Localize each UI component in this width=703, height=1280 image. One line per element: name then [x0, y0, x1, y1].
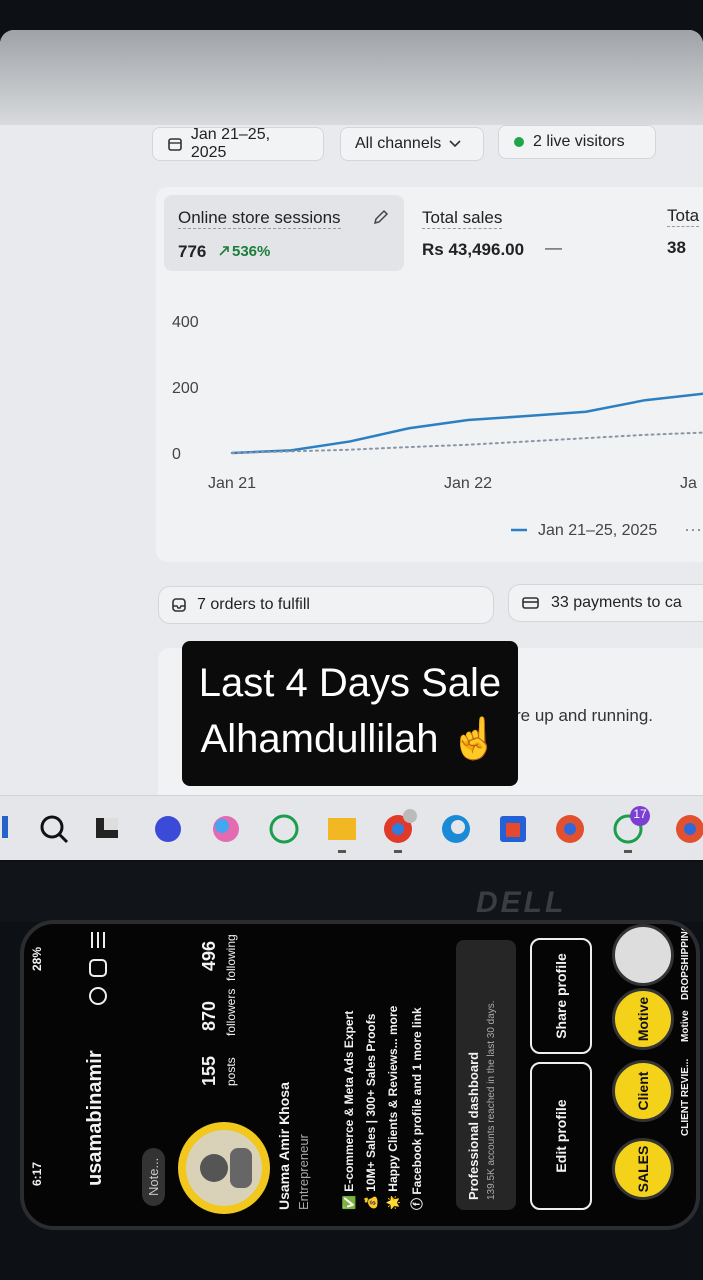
stat-label: followers: [224, 988, 238, 1036]
button-label: Share profile: [553, 953, 569, 1039]
task-text: 7 orders to fulfill: [197, 596, 310, 613]
task-card[interactable]: 33 payments to ca: [508, 584, 703, 622]
stat-label: posts: [224, 1057, 238, 1086]
series-line: [231, 431, 703, 454]
channels-pill[interactable]: All channels: [340, 127, 484, 161]
sessions-chart: 0 200 400 Jan 21 Jan 22 Ja Jan 21–25, 2025: [172, 314, 703, 539]
channels: All channels: [355, 135, 442, 152]
metric-change: 536%: [232, 243, 271, 260]
metric-label: Online store sessions: [178, 208, 341, 229]
phone: 6:17 28% usamabinamir Note... 155 posts …: [20, 920, 700, 1230]
bio-line[interactable]: ⓕ Facebook profile and 1 more link: [410, 1007, 424, 1210]
edit-icon[interactable]: [372, 208, 390, 226]
inbox-icon: [172, 598, 186, 612]
live-visitors: 2 live visitors: [533, 133, 625, 150]
avatar[interactable]: [174, 1118, 274, 1218]
y-tick-label: 200: [172, 380, 199, 397]
highlight-title: Client: [635, 1071, 651, 1111]
stat-value: 870: [199, 1000, 219, 1031]
profile-name: Usama Amir Khosa: [276, 1082, 292, 1210]
profile-category: Entrepreneur: [296, 1134, 311, 1210]
header-icons[interactable]: [86, 926, 110, 1006]
bio-line: 🌟 Happy Clients & Reviews... more: [386, 1005, 400, 1210]
caption-line: Last 4 Days Sale: [198, 661, 502, 705]
screen-glare: [0, 30, 703, 125]
highlight-title: Motive: [635, 996, 651, 1042]
metric-highlight: [164, 195, 404, 271]
x-tick-label: Jan 21: [208, 475, 256, 492]
calendar-icon: [168, 138, 182, 151]
payment-icon: [522, 597, 539, 609]
stat-value: 496: [199, 940, 219, 971]
date-range: Jan 21–25, 2025: [190, 126, 271, 161]
highlight-label: DROPSHIPPING: [680, 923, 691, 1000]
note-bubble[interactable]: Note...: [142, 1147, 165, 1206]
taskbar: 17: [0, 795, 703, 860]
live-dot: [514, 137, 524, 147]
highlight[interactable]: Motive: [612, 988, 674, 1050]
share-profile-button[interactable]: Share profile: [530, 938, 592, 1054]
username[interactable]: usamabinamir: [84, 1050, 106, 1186]
status-battery: 28%: [30, 946, 44, 971]
dashboard-subtitle: 139.5K accounts reached in the last 30 d…: [486, 1000, 497, 1200]
series-line: [230, 392, 703, 455]
monitor-screen: Jan 21–25, 2025 All channels 2 live visi…: [0, 30, 703, 860]
task-text: 33 payments to ca: [551, 594, 682, 611]
stat-label: following: [224, 934, 238, 981]
highlight-label: CLIENT REVIE...: [680, 1058, 691, 1136]
taskbar-icons: [2, 806, 703, 853]
x-tick-label: Ja: [680, 475, 697, 492]
status-time: 6:17: [30, 1161, 44, 1186]
date-pill[interactable]: Jan 21–25, 2025: [152, 126, 324, 161]
legend-label: Jan 21–25, 2025: [538, 522, 657, 539]
metric-change: —: [545, 238, 562, 257]
x-tick-label: Jan 22: [444, 475, 492, 492]
visitors-pill[interactable]: 2 live visitors: [498, 125, 656, 159]
chevron: [449, 140, 461, 148]
highlight-title: SALES: [635, 1145, 651, 1193]
story-caption: Last 4 Days Sale Alhamdullilah ☝️: [182, 641, 518, 786]
monitor-bezel: [0, 862, 703, 922]
edit-profile-button[interactable]: Edit profile: [530, 1062, 592, 1210]
metric-value: 776: [178, 242, 207, 261]
caption-line: Alhamdullilah ☝️: [200, 717, 500, 761]
bio-line: ✅ E-commerce & Meta Ads Expert: [342, 1010, 356, 1210]
bio-line: 💰 10M+ Sales | 300+ Sales Proofs: [364, 1013, 378, 1210]
metric-label: Total sales: [422, 208, 503, 229]
highlight[interactable]: [612, 924, 674, 986]
stat-value: 155: [199, 1055, 219, 1086]
metric-value: 38: [667, 238, 686, 257]
notification-badge: 17: [633, 807, 647, 821]
highlight[interactable]: Client: [612, 1060, 674, 1122]
highlight-label: Motive: [680, 1010, 691, 1042]
brand-logo: DELL: [476, 886, 567, 919]
metric-label: Tota: [667, 206, 700, 227]
highlight[interactable]: SALES: [612, 1138, 674, 1200]
y-tick-label: 400: [172, 314, 199, 331]
up-arrow: [219, 246, 229, 256]
setup-text: re up and running.: [515, 706, 653, 725]
y-tick-label: 0: [172, 446, 181, 463]
metric-value: Rs 43,496.00: [422, 240, 525, 259]
button-label: Edit profile: [553, 1099, 569, 1173]
dashboard-title: Professional dashboard: [466, 1051, 481, 1200]
task-card[interactable]: 7 orders to fulfill: [158, 586, 494, 624]
